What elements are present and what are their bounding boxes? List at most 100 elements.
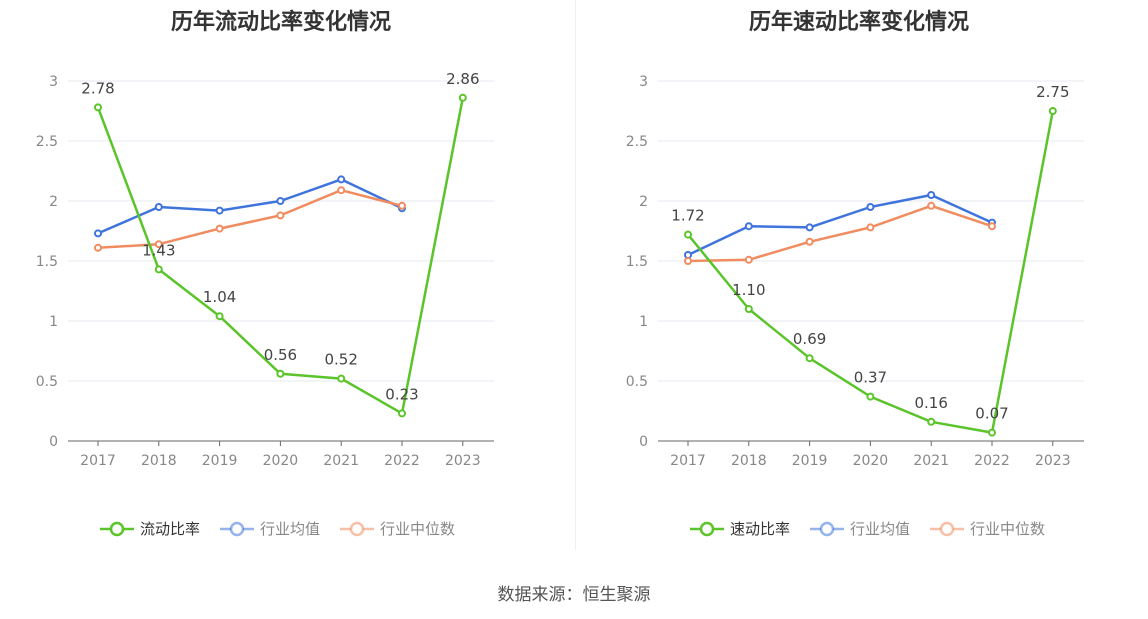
data-point bbox=[215, 312, 224, 321]
x-tick-label: 2018 bbox=[141, 453, 177, 469]
y-tick-label: 2 bbox=[49, 194, 58, 210]
data-point bbox=[866, 203, 875, 211]
data-label: 0.52 bbox=[324, 351, 357, 369]
legend-item: 行业均值 bbox=[220, 520, 320, 538]
data-label: 0.37 bbox=[854, 369, 887, 387]
y-tick-label: 0 bbox=[639, 434, 648, 450]
legend-marker bbox=[939, 521, 955, 537]
data-label: 0.69 bbox=[793, 330, 826, 348]
y-tick-label: 1 bbox=[639, 314, 648, 330]
chart-title: 历年速动比率变化情况 bbox=[748, 10, 969, 35]
data-point bbox=[866, 392, 875, 401]
x-tick-label: 2021 bbox=[913, 453, 949, 469]
x-tick-label: 2017 bbox=[670, 453, 706, 469]
legend-item: 流动比率 bbox=[100, 520, 200, 538]
x-tick-label: 2019 bbox=[792, 453, 828, 469]
data-point bbox=[805, 223, 814, 232]
data-label: 0.16 bbox=[914, 394, 947, 412]
data-point bbox=[805, 237, 814, 246]
y-tick-label: 0.5 bbox=[626, 374, 648, 390]
data-point bbox=[927, 191, 936, 199]
data-label: 2.86 bbox=[446, 70, 479, 88]
data-point bbox=[927, 201, 936, 210]
series-line bbox=[97, 188, 403, 250]
data-point bbox=[276, 197, 285, 205]
data-source: 数据来源：恒生聚源 bbox=[497, 585, 651, 605]
data-label: 1.72 bbox=[671, 207, 704, 225]
legend-marker bbox=[229, 521, 245, 537]
y-tick-label: 2.5 bbox=[626, 134, 648, 150]
series-line bbox=[687, 193, 993, 257]
data-point bbox=[215, 206, 224, 215]
legend-label: 流动比率 bbox=[140, 520, 200, 538]
data-point bbox=[94, 103, 102, 112]
x-tick-label: 2018 bbox=[731, 453, 767, 469]
data-point bbox=[94, 229, 102, 238]
series-2 bbox=[684, 201, 996, 265]
y-tick-label: 2.5 bbox=[36, 134, 58, 150]
x-tick-label: 2023 bbox=[445, 453, 481, 469]
data-point bbox=[276, 211, 285, 220]
data-point bbox=[154, 203, 163, 211]
y-tick-label: 1 bbox=[49, 314, 58, 330]
panel-divider bbox=[575, 0, 576, 550]
series-line bbox=[687, 204, 993, 263]
x-tick-label: 2021 bbox=[323, 453, 359, 469]
data-point bbox=[1048, 107, 1057, 115]
x-tick-label: 2022 bbox=[384, 453, 420, 469]
legend-marker bbox=[349, 521, 365, 537]
series-1 bbox=[684, 191, 996, 259]
data-point bbox=[398, 201, 406, 210]
data-point bbox=[866, 223, 875, 232]
series-line bbox=[97, 178, 403, 235]
series-0 bbox=[94, 93, 467, 418]
y-tick-label: 0.5 bbox=[36, 374, 58, 390]
legend-item: 行业均值 bbox=[810, 520, 910, 538]
quick-ratio-chart: 0 0.5 1 1.5 2 2.5 3 2017 2018 2019 2020 2021 2022 202… bbox=[626, 74, 1084, 538]
data-label: 2.78 bbox=[81, 79, 114, 97]
data-label: 1.10 bbox=[732, 281, 765, 299]
data-point bbox=[744, 222, 753, 231]
data-label: 2.75 bbox=[1036, 83, 1069, 101]
data-point bbox=[94, 243, 102, 252]
legend-label: 速动比率 bbox=[730, 520, 790, 538]
data-label: 0.23 bbox=[385, 385, 418, 403]
y-tick-label: 0 bbox=[49, 434, 58, 450]
legend-label: 行业均值 bbox=[260, 520, 320, 538]
x-tick-label: 2019 bbox=[202, 453, 238, 469]
data-point bbox=[215, 224, 224, 233]
data-label: 1.04 bbox=[203, 288, 236, 306]
data-point bbox=[988, 222, 996, 231]
legend-item: 速动比率 bbox=[690, 520, 790, 538]
data-point bbox=[684, 257, 692, 265]
data-point bbox=[154, 240, 163, 249]
legend-label: 行业中位数 bbox=[380, 520, 455, 538]
data-point bbox=[927, 417, 936, 426]
y-tick-label: 1.5 bbox=[626, 254, 648, 270]
data-point bbox=[276, 369, 285, 378]
data-point bbox=[337, 186, 346, 195]
y-tick-label: 3 bbox=[49, 74, 58, 90]
legend-label: 行业中位数 bbox=[970, 520, 1045, 538]
data-point bbox=[458, 93, 467, 102]
data-point bbox=[744, 255, 753, 264]
series-1 bbox=[94, 175, 406, 238]
data-point bbox=[337, 374, 346, 383]
x-tick-label: 2020 bbox=[263, 453, 299, 469]
y-tick-label: 3 bbox=[639, 74, 648, 90]
legend-marker bbox=[699, 521, 715, 537]
current-ratio-chart: 0 0.5 1 1.5 2 2.5 3 2017 2018 2019 2020 2021 2022 202… bbox=[36, 70, 494, 538]
y-tick-label: 2 bbox=[639, 194, 648, 210]
legend-marker bbox=[819, 521, 835, 537]
data-label: 1.43 bbox=[142, 241, 175, 259]
chart-panel-quick-ratio: 历年速动比率变化情况 0 0.5 1 1.5 2 2.5 3 2017 2018 2019 2020… bbox=[574, 0, 1148, 560]
data-point bbox=[337, 175, 346, 184]
data-point bbox=[988, 428, 996, 437]
data-point bbox=[805, 354, 814, 363]
x-tick-label: 2022 bbox=[974, 453, 1010, 469]
legend-marker bbox=[109, 521, 125, 537]
chart-panel-current-ratio: 历年流动比率变化情况 0 0.5 1 1.5 2 2.5 3 2017 2018 2019 2020… bbox=[0, 0, 574, 560]
data-point bbox=[398, 409, 406, 418]
data-label: 0.56 bbox=[264, 346, 297, 364]
series-0 bbox=[684, 107, 1057, 437]
